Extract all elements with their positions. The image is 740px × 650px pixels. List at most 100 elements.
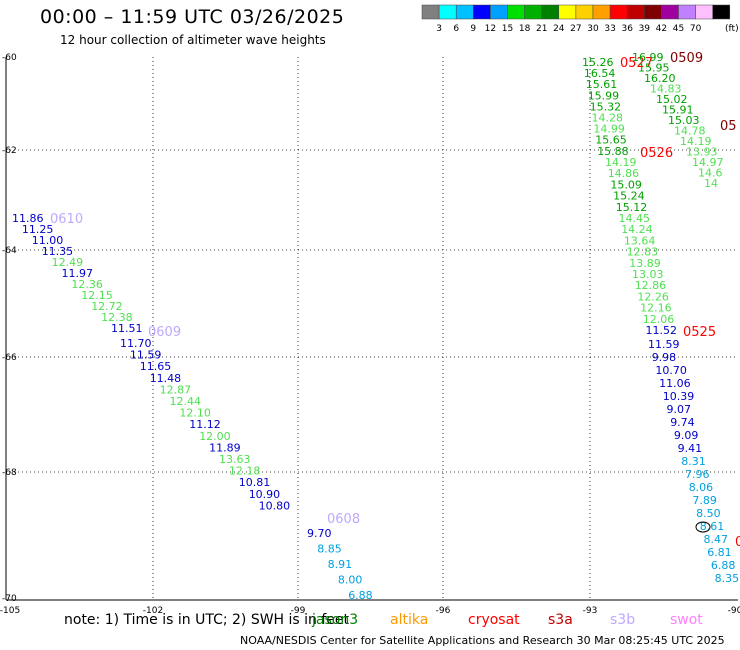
wave-height-value: 11.51 xyxy=(111,322,143,335)
latitude-label: -68 xyxy=(2,468,17,478)
color-scale-label: 42 xyxy=(656,24,667,34)
color-scale-label: 27 xyxy=(570,24,581,34)
wave-height-value: 15.02 xyxy=(656,93,688,106)
wave-height-value: 11.48 xyxy=(150,372,182,385)
wave-height-value: 10.80 xyxy=(259,499,291,512)
wave-height-value: 11.12 xyxy=(189,418,221,431)
track-time-label: 0509 xyxy=(670,51,703,66)
wave-height-value: 12.15 xyxy=(81,289,113,302)
wave-height-value: 11.70 xyxy=(120,337,152,350)
longitude-label: -96 xyxy=(436,606,451,616)
wave-height-value: 11.59 xyxy=(130,349,162,362)
wave-height-value: 14.19 xyxy=(680,135,712,148)
wave-height-value: 8.35 xyxy=(715,572,740,585)
track-time-label: 0608 xyxy=(327,512,360,527)
wave-height-value: 14.28 xyxy=(592,112,624,125)
position-marker xyxy=(695,521,711,533)
color-scale-label: 12 xyxy=(485,24,496,34)
wave-height-value: 15.61 xyxy=(586,78,618,91)
satellite-track-0526: 14.1914.8615.0915.2415.1214.4514.2413.64… xyxy=(605,146,677,337)
wave-height-value: 13.89 xyxy=(629,257,661,270)
color-scale-label: 33 xyxy=(604,24,615,34)
wave-height-value: 8.31 xyxy=(681,455,706,468)
color-scale-label: 15 xyxy=(502,24,513,34)
track-time-label: 0609 xyxy=(148,325,181,340)
map-title: 00:00 – 11:59 UTC 03/26/2025 xyxy=(40,6,345,28)
wave-height-value: 11.25 xyxy=(22,223,54,236)
wave-height-value: 14.86 xyxy=(608,167,640,180)
longitude-label: -102 xyxy=(143,606,163,616)
wave-height-value: 14.99 xyxy=(593,123,625,136)
wave-height-value: 12.18 xyxy=(229,465,261,478)
wave-height-value: 12.36 xyxy=(71,278,103,291)
wave-height-value: 10.90 xyxy=(249,488,281,501)
color-scale-label: 3 xyxy=(436,24,442,34)
wave-height-value: 15.91 xyxy=(662,104,694,117)
longitude-label: -93 xyxy=(583,606,598,616)
wave-height-value: 14.6 xyxy=(698,167,723,180)
wave-height-value: 12.44 xyxy=(170,395,202,408)
satellite-legend-jason3: jason3 xyxy=(312,612,359,628)
color-scale-label: 39 xyxy=(639,24,651,34)
satellite-track-05: 05 xyxy=(720,119,737,134)
satellite-track-0609: 11.7011.5911.6511.4812.8712.4412.1011.12… xyxy=(120,325,290,512)
wave-height-value: 12.16 xyxy=(640,302,672,315)
wave-height-value: 9.07 xyxy=(667,403,692,416)
color-swatch xyxy=(712,4,731,20)
color-scale-label: 45 xyxy=(673,24,684,34)
wave-height-value: 12.38 xyxy=(101,311,133,324)
wave-height-value: 8.47 xyxy=(704,533,729,546)
wave-height-value: 13.64 xyxy=(624,234,656,247)
latitude-label: -62 xyxy=(2,146,17,156)
wave-height-value: 12.87 xyxy=(160,383,192,396)
wave-height-value: 11.52 xyxy=(646,324,678,337)
wave-height-value: 15.26 xyxy=(582,56,614,69)
color-scale-label: 9 xyxy=(470,24,476,34)
wave-height-value: 11.86 xyxy=(12,212,44,225)
wave-height-value: 11.06 xyxy=(659,377,691,390)
wave-height-value: 8.85 xyxy=(317,543,342,556)
color-scale-label: 24 xyxy=(553,24,565,34)
wave-height-value: 8.50 xyxy=(696,507,721,520)
satellite-track-0: 0 xyxy=(735,535,740,550)
wave-height-value: 9.09 xyxy=(674,429,699,442)
satellite-legend-swot: swot xyxy=(670,612,703,628)
wave-height-value: 11.97 xyxy=(62,267,94,280)
wave-height-value: 12.10 xyxy=(179,407,211,420)
latitude-label: -70 xyxy=(2,594,17,604)
wave-height-value: 15.09 xyxy=(610,178,642,191)
satellite-track-0509: 16.9915.9516.2014.8315.0215.9115.0314.78… xyxy=(632,51,724,190)
footer-note: note: 1) Time is in UTC; 2) SWH is in fe… xyxy=(64,612,350,628)
wave-height-value: 9.41 xyxy=(678,442,703,455)
wave-height-value: 15.95 xyxy=(638,62,670,75)
wave-height-value: 7.96 xyxy=(685,468,710,481)
satellite-track-0608: 9.70 8.85 8.91 8.00 6.88 0608 xyxy=(307,512,373,602)
wave-height-value: 13.93 xyxy=(686,146,718,159)
wave-height-value: 14.45 xyxy=(619,212,651,225)
wave-height-value: 11.65 xyxy=(140,360,172,373)
longitude-label: -105 xyxy=(0,606,20,616)
wave-height-value: 10.81 xyxy=(239,476,270,489)
wave-height-value: 9.98 xyxy=(652,351,677,364)
credit-line: NOAA/NESDIS Center for Satellite Applica… xyxy=(240,634,725,647)
wave-height-value: 8.00 xyxy=(338,574,363,587)
wave-height-value: 13.63 xyxy=(219,453,251,466)
wave-height-value: 16.54 xyxy=(584,67,616,80)
wave-height-value: 15.88 xyxy=(597,145,629,158)
wave-height-value: 15.03 xyxy=(668,114,700,127)
color-scale-label: 36 xyxy=(621,24,633,34)
track-time-label: 0525 xyxy=(683,325,716,340)
wave-height-value: 13.03 xyxy=(632,268,664,281)
latitude-label: -66 xyxy=(2,353,17,363)
wave-height-value: 12.72 xyxy=(91,300,123,313)
satellite-legend-s3b: s3b xyxy=(610,612,636,628)
track-time-label: 05 xyxy=(720,119,737,134)
wave-height-value: 10.70 xyxy=(655,364,687,377)
wave-height-value: 16.99 xyxy=(632,51,664,64)
wave-height-value: 6.88 xyxy=(711,559,736,572)
wave-height-value: 15.32 xyxy=(590,100,622,113)
satellite-track-0527: 15.2616.5415.6115.9915.3214.2814.9915.65… xyxy=(582,56,653,158)
wave-height-value: 15.12 xyxy=(616,201,648,214)
satellite-track-0610: 11.8611.2511.0011.3512.4911.9712.3612.15… xyxy=(12,212,143,335)
